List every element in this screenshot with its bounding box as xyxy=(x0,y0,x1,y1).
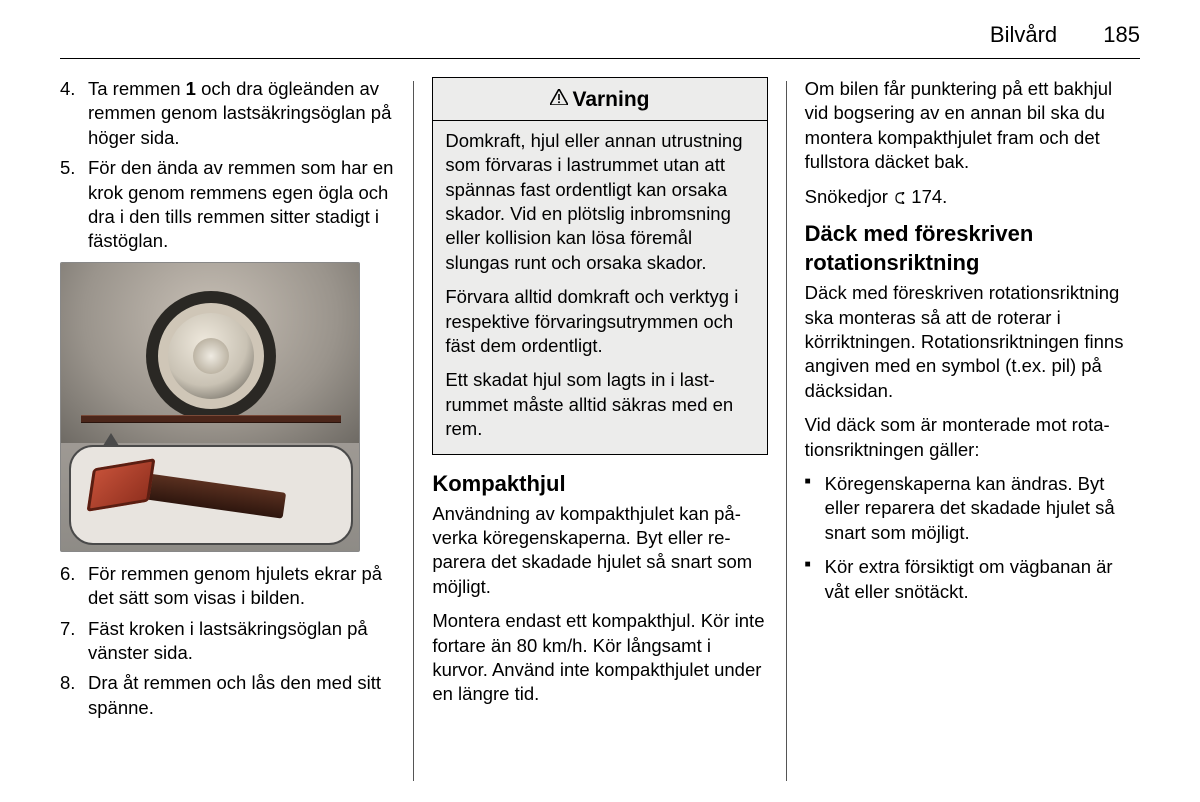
step-number: 6. xyxy=(60,562,75,586)
step-number: 8. xyxy=(60,671,75,695)
step-number: 5. xyxy=(60,156,75,180)
intro-para: Om bilen får punktering på ett bakhjul v… xyxy=(805,77,1140,175)
content-columns: 4. Ta remmen 1 och dra ögleänden av remm… xyxy=(60,77,1140,797)
rotation-heading: Däck med föreskriven rotationsriktning xyxy=(805,219,1140,277)
warning-triangle-icon xyxy=(550,85,568,113)
step-number: 7. xyxy=(60,617,75,641)
step-list-cont: 6. För remmen genom hjulets ekrar på det… xyxy=(60,562,395,720)
page: Bilvård 185 4. Ta remmen 1 och dra ögleä… xyxy=(0,0,1200,802)
step-7: 7. Fäst kroken i lastsäkringsöglan på vä… xyxy=(88,617,395,666)
column-3: Om bilen får punktering på ett bakhjul v… xyxy=(787,77,1140,797)
warning-para: Ett skadat hjul som lagts in i last­rumm… xyxy=(445,368,754,441)
warning-box: Varning Domkraft, hjul eller annan utrus… xyxy=(432,77,767,455)
snokedjor-ref: Snökedjor 174. xyxy=(805,185,1140,209)
bullet-text: Köregenskaperna kan ändras. Byt eller re… xyxy=(825,473,1115,543)
wheel-hub-icon xyxy=(193,338,229,374)
bullet-text: Kör extra försiktigt om vägbanan är våt … xyxy=(825,556,1113,601)
step-text: För den ända av remmen som har en krok g… xyxy=(88,157,393,251)
spare-tire-illustration xyxy=(60,262,360,552)
column-2: Varning Domkraft, hjul eller annan utrus… xyxy=(414,77,785,797)
step-text: Fäst kroken i lastsäkringsöglan på vänst… xyxy=(88,618,368,663)
kompakthjul-heading: Kompakthjul xyxy=(432,469,767,498)
step-6: 6. För remmen genom hjulets ekrar på det… xyxy=(88,562,395,611)
step-4: 4. Ta remmen 1 och dra ögleänden av remm… xyxy=(88,77,395,150)
step-bold-ref: 1 xyxy=(186,78,196,99)
step-number: 4. xyxy=(60,77,75,101)
rotation-bullets: Köregenskaperna kan ändras. Byt eller re… xyxy=(805,472,1140,604)
snokedjor-page: 174. xyxy=(911,186,947,207)
step-8: 8. Dra åt remmen och lås den med sitt sp… xyxy=(88,671,395,720)
snokedjor-label: Snökedjor xyxy=(805,186,888,207)
step-text: Dra åt remmen och lås den med sitt spänn… xyxy=(88,672,381,717)
rotation-para: Vid däck som är monterade mot rota­tions… xyxy=(805,413,1140,462)
kompakt-para: Användning av kompakthjulet kan på­verka… xyxy=(432,502,767,600)
warning-body: Domkraft, hjul eller annan utrust­ning s… xyxy=(433,121,766,454)
list-item: Köregenskaperna kan ändras. Byt eller re… xyxy=(825,472,1140,545)
list-item: Kör extra försiktigt om vägbanan är våt … xyxy=(825,555,1140,604)
page-header: Bilvård 185 xyxy=(60,22,1140,59)
warning-heading: Varning xyxy=(433,78,766,121)
ref-arrow-icon xyxy=(893,189,911,206)
warning-title: Varning xyxy=(572,88,649,111)
warning-para: Domkraft, hjul eller annan utrust­ning s… xyxy=(445,129,754,275)
warning-para: Förvara alltid domkraft och verktyg i re… xyxy=(445,285,754,358)
rotation-para: Däck med föreskriven rotationsrikt­ning … xyxy=(805,281,1140,403)
column-1: 4. Ta remmen 1 och dra ögleänden av remm… xyxy=(60,77,413,797)
strap-icon xyxy=(81,415,341,423)
step-text: För remmen genom hjulets ekrar på det sä… xyxy=(88,563,382,608)
page-number: 185 xyxy=(1103,22,1140,47)
step-list: 4. Ta remmen 1 och dra ögleänden av remm… xyxy=(60,77,395,254)
step-5: 5. För den ända av remmen som har en kro… xyxy=(88,156,395,254)
step-text-before: Ta remmen xyxy=(88,78,186,99)
section-title: Bilvård xyxy=(990,22,1057,47)
kompakt-para: Montera endast ett kompakthjul. Kör inte… xyxy=(432,609,767,707)
